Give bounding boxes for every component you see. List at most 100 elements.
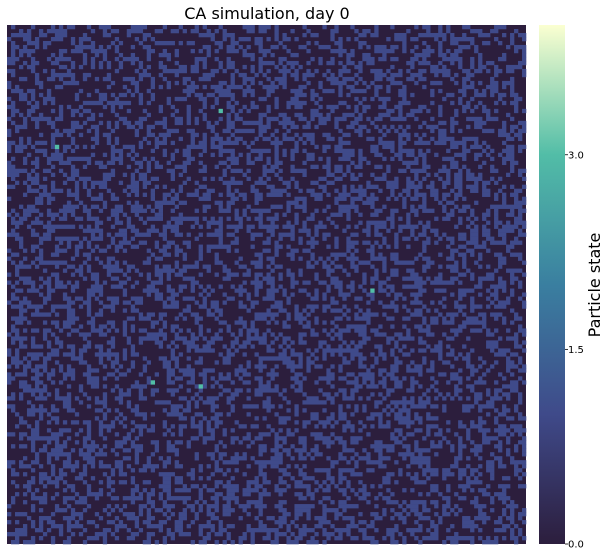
heatmap-cell xyxy=(294,480,303,485)
heatmap-cell xyxy=(210,408,215,413)
heatmap-cell xyxy=(506,452,511,457)
heatmap-cell xyxy=(122,320,128,325)
heatmap-cell xyxy=(158,60,163,66)
heatmap-cell xyxy=(330,352,335,357)
heatmap-cell xyxy=(174,376,183,381)
heatmap-cell xyxy=(198,256,203,261)
heatmap-cell xyxy=(218,392,223,397)
heatmap-cell xyxy=(486,288,491,293)
heatmap-cell xyxy=(130,80,140,86)
heatmap-cell xyxy=(150,176,159,181)
heatmap-cell xyxy=(242,196,247,201)
heatmap-cell xyxy=(102,76,112,82)
heatmap-cell xyxy=(66,344,76,349)
heatmap-cell xyxy=(510,32,515,38)
heatmap-cell xyxy=(14,528,28,533)
heatmap-cell xyxy=(282,36,291,42)
heatmap-cell xyxy=(202,264,211,269)
heatmap-cell xyxy=(42,296,52,301)
heatmap-cell xyxy=(422,200,427,205)
heatmap-cell xyxy=(106,44,112,50)
heatmap-cell xyxy=(286,128,291,134)
heatmap-cell xyxy=(198,508,203,513)
heatmap-cell xyxy=(446,212,455,217)
heatmap-cell xyxy=(22,208,40,213)
heatmap-cell xyxy=(54,392,60,397)
heatmap-cell xyxy=(294,420,299,425)
heatmap-cell xyxy=(194,120,199,126)
heatmap-cell xyxy=(106,476,112,481)
heatmap-cell xyxy=(178,25,183,30)
heatmap-cell xyxy=(454,304,467,309)
heatmap-cell xyxy=(394,428,403,433)
heatmap-cell xyxy=(202,104,207,110)
heatmap-cell xyxy=(50,140,56,146)
heatmap-cell xyxy=(14,484,20,489)
heatmap-cell xyxy=(386,180,399,185)
heatmap-cell xyxy=(10,25,16,30)
heatmap-cell xyxy=(186,84,199,90)
heatmap-cell xyxy=(482,140,487,146)
heatmap-cell xyxy=(274,336,279,341)
heatmap-cell xyxy=(146,284,156,289)
heatmap-cell xyxy=(354,452,359,457)
heatmap-cell xyxy=(290,476,295,481)
heatmap-cell xyxy=(30,356,40,361)
heatmap-cell xyxy=(110,364,116,369)
heatmap-cell xyxy=(286,272,295,277)
heatmap-cell xyxy=(382,312,387,317)
heatmap-cell xyxy=(274,144,279,150)
heatmap-cell xyxy=(90,28,96,34)
heatmap-cell xyxy=(522,68,527,74)
heatmap-cell xyxy=(318,60,323,66)
heatmap-cell xyxy=(398,516,407,521)
heatmap-cell xyxy=(358,160,363,166)
heatmap-cell xyxy=(278,420,287,425)
heatmap-cell xyxy=(358,148,363,154)
heatmap-cell xyxy=(430,484,439,489)
heatmap-cell xyxy=(214,228,223,233)
heatmap-cell xyxy=(354,64,363,70)
heatmap-cell xyxy=(518,400,523,405)
heatmap-cell xyxy=(126,340,132,345)
heatmap-cell xyxy=(206,532,211,537)
heatmap-cell xyxy=(178,532,191,537)
heatmap-cell xyxy=(194,316,203,321)
heatmap-cell xyxy=(294,388,303,393)
heatmap-cell xyxy=(54,484,60,489)
heatmap-cell xyxy=(362,104,371,110)
heatmap-cell xyxy=(198,464,203,469)
heatmap-cell xyxy=(390,508,395,513)
heatmap-cell xyxy=(454,112,459,118)
heatmap-cell xyxy=(142,180,152,185)
heatmap-cell xyxy=(450,372,459,377)
heatmap-cell xyxy=(382,52,387,58)
heatmap-cell xyxy=(390,72,403,78)
heatmap-cell xyxy=(78,448,84,453)
heatmap-cell xyxy=(470,60,475,66)
heatmap-cell xyxy=(250,300,259,305)
heatmap-cell xyxy=(310,96,315,102)
heatmap-cell xyxy=(246,308,251,313)
heatmap-cell xyxy=(10,208,16,213)
heatmap-cell xyxy=(478,276,495,281)
heatmap-cell xyxy=(130,188,140,193)
heatmap-cell xyxy=(114,416,120,421)
heatmap-cell xyxy=(258,68,263,74)
heatmap-cell xyxy=(346,524,359,529)
heatmap-cell xyxy=(470,500,479,505)
heatmap-cell xyxy=(454,512,459,517)
heatmap-cell xyxy=(350,428,355,433)
heatmap-cell xyxy=(198,504,203,509)
heatmap-cell xyxy=(126,264,136,269)
heatmap-cell xyxy=(326,272,331,277)
heatmap-cell xyxy=(290,276,295,281)
heatmap-cell xyxy=(154,272,163,277)
heatmap-cell xyxy=(234,116,243,122)
heatmap-cell xyxy=(342,392,347,397)
heatmap-cell xyxy=(46,200,52,205)
heatmap-cell xyxy=(286,364,303,369)
heatmap-cell xyxy=(66,384,72,389)
heatmap-cell xyxy=(54,388,60,393)
heatmap-cell xyxy=(178,512,187,517)
